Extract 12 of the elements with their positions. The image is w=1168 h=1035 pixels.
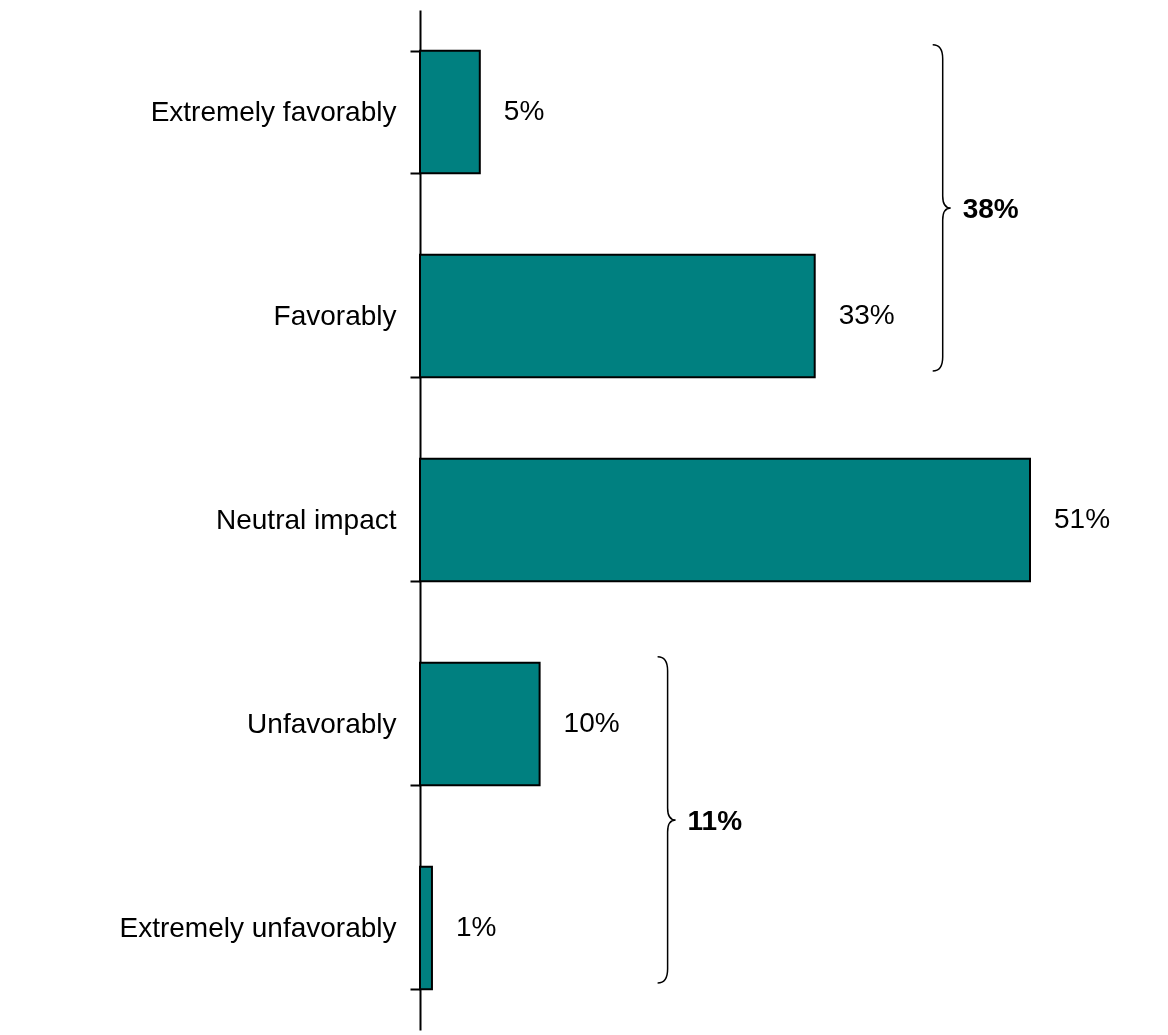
y-tick-label: Extremely unfavorably (119, 911, 397, 943)
annotation: 38% (962, 192, 1019, 224)
y-tick-label: Favorably (273, 299, 397, 331)
y-tick-label: Extremely favorably (150, 95, 397, 127)
data-label: 5% (503, 95, 545, 126)
data-label: 1% (455, 911, 497, 942)
y-tick-label: Unfavorably (247, 707, 397, 739)
data-label: 10% (563, 707, 620, 738)
data-label: 33% (838, 299, 895, 330)
annotation: 11% (687, 804, 743, 836)
y-tick-label: Neutral impact (215, 503, 397, 535)
data-label: 51% (1054, 503, 1111, 534)
